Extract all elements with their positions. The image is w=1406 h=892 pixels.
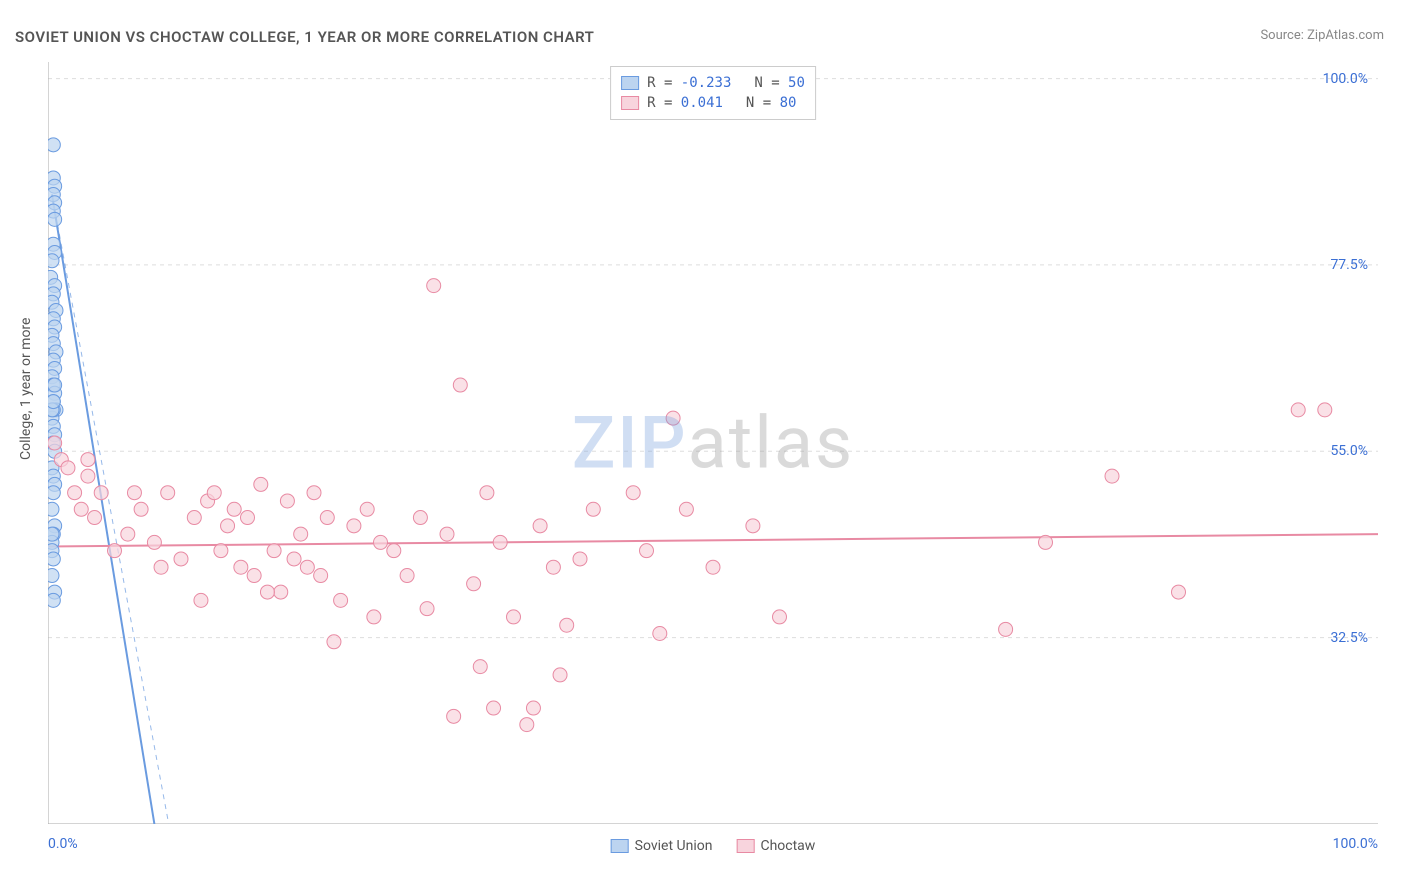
legend-swatch (621, 76, 639, 90)
y-tick-label: 77.5% (1330, 257, 1368, 273)
legend-item: Soviet Union (611, 838, 713, 854)
legend-series: Soviet Union Choctaw (611, 838, 816, 854)
chart-title: SOVIET UNION VS CHOCTAW COLLEGE, 1 YEAR … (15, 28, 594, 46)
legend-label: Soviet Union (635, 838, 713, 854)
legend-swatch (621, 96, 639, 110)
x-tick-label: 100.0% (1333, 836, 1378, 852)
scatter-plot (48, 62, 1378, 824)
legend-r: R = 0.041 (647, 95, 723, 111)
legend-label: Choctaw (760, 838, 815, 854)
chart-area: ZIPatlas R = -0.233 N = 50 R = 0.041 N =… (48, 62, 1378, 824)
y-tick-label: 32.5% (1330, 630, 1368, 646)
legend-stat-row: R = 0.041 N = 80 (621, 93, 805, 113)
legend-n: N = 50 (754, 75, 805, 91)
legend-swatch (736, 839, 754, 853)
legend-swatch (611, 839, 629, 853)
legend-n: N = 80 (746, 95, 797, 111)
y-axis-label: College, 1 year or more (18, 318, 34, 460)
y-tick-label: 100.0% (1323, 71, 1368, 87)
y-tick-label: 55.0% (1330, 443, 1368, 459)
legend-stats: R = -0.233 N = 50 R = 0.041 N = 80 (610, 66, 816, 120)
source-link[interactable]: ZipAtlas.com (1307, 28, 1384, 43)
source-attribution: Source: ZipAtlas.com (1260, 28, 1384, 43)
x-tick-label: 0.0% (48, 836, 78, 852)
legend-stat-row: R = -0.233 N = 50 (621, 73, 805, 93)
legend-item: Choctaw (736, 838, 815, 854)
legend-r: R = -0.233 (647, 75, 731, 91)
source-label: Source: (1260, 28, 1303, 43)
